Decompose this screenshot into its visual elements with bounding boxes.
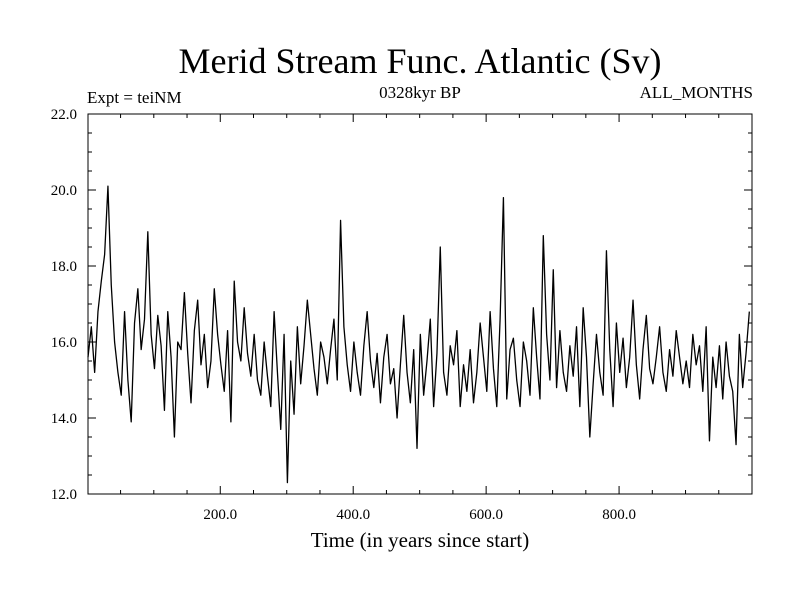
series-line [87, 185, 750, 484]
y-tick-label: 22.0 [51, 107, 77, 123]
chart-title: Merid Stream Func. Atlantic (Sv) [179, 41, 662, 81]
x-axis-label: Time (in years since start) [311, 528, 530, 552]
y-tick-label: 20.0 [51, 183, 77, 199]
x-axis-ticks: 200.0 400.0 600.0 800.0 [120, 114, 720, 523]
y-tick-label: 14.0 [51, 411, 77, 427]
series-layer [87, 185, 750, 484]
plot-frame [87, 113, 753, 495]
period-label: 0328kyr BP [379, 83, 461, 102]
x-tick-label: 800.0 [602, 507, 636, 523]
x-tick-label: 400.0 [336, 507, 370, 523]
y-tick-label: 16.0 [51, 335, 77, 351]
y-axis-ticks: 12.0 14.0 16.0 18.0 20.0 22.0 [51, 107, 752, 503]
months-label: ALL_MONTHS [640, 83, 753, 102]
y-tick-label: 12.0 [51, 487, 77, 503]
x-tick-label: 200.0 [203, 507, 237, 523]
experiment-label: Expt = teiNM [87, 88, 182, 107]
x-tick-label: 600.0 [469, 507, 503, 523]
y-tick-label: 18.0 [51, 259, 77, 275]
